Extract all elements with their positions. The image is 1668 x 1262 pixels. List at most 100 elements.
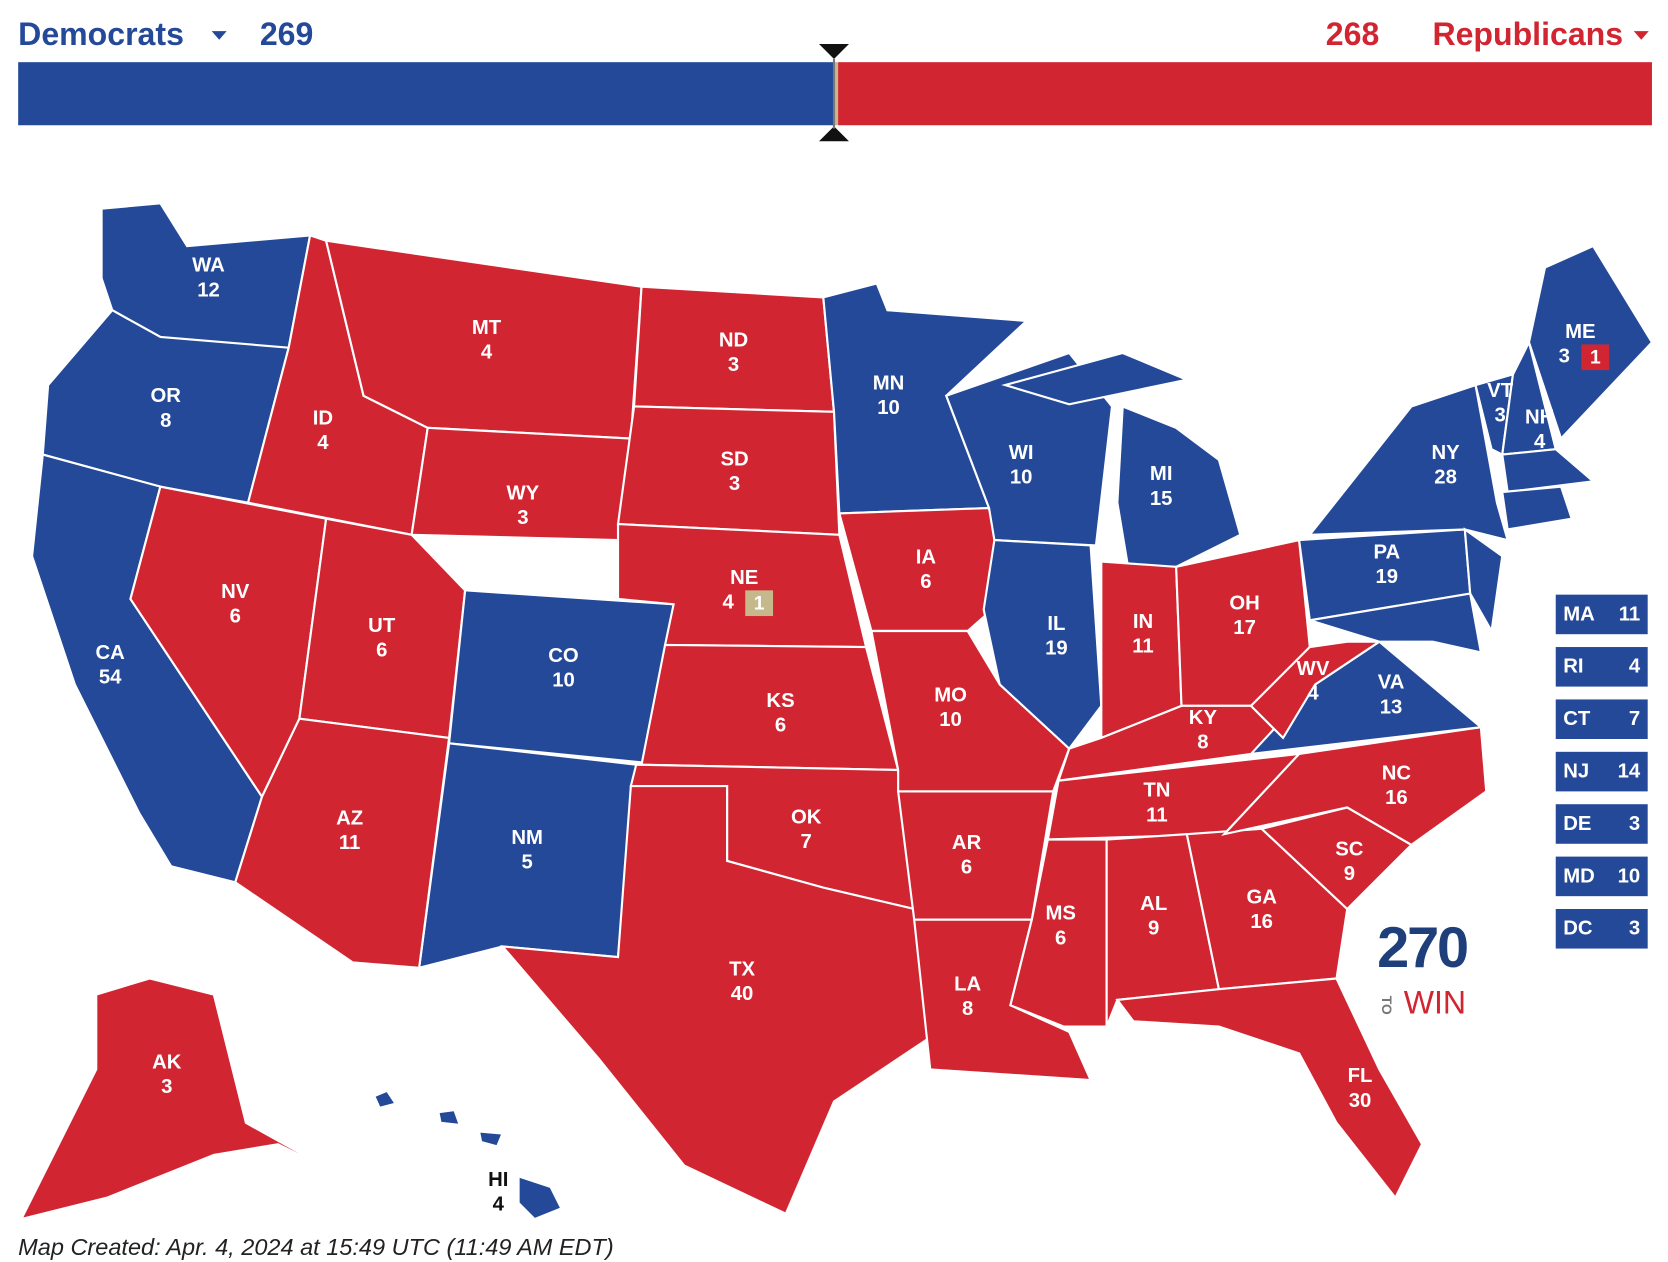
state-abbr: TX	[729, 958, 755, 980]
state-shape	[437, 1108, 462, 1127]
dem-total: 269	[260, 16, 314, 52]
small-state-box	[1555, 594, 1648, 635]
state-abbr: IA	[916, 547, 937, 569]
state-shape	[1527, 244, 1654, 441]
state-votes: 6	[775, 715, 786, 737]
state-abbr: CO	[548, 645, 578, 667]
state-votes: 10	[877, 397, 900, 419]
small-state-box	[1555, 804, 1648, 844]
state-votes: 28	[1434, 466, 1457, 488]
state-abbr: WA	[192, 255, 225, 277]
logo-win: WIN	[1404, 985, 1466, 1021]
vote-bar	[18, 43, 1652, 142]
state-abbr: AL	[1140, 893, 1167, 915]
state-votes: 3	[1559, 346, 1570, 368]
rep-dropdown[interactable]	[1633, 31, 1649, 40]
state-abbr: UT	[368, 615, 396, 637]
state-votes: 5	[521, 851, 532, 873]
state-votes: 4	[722, 592, 734, 614]
state-votes: 17	[1233, 617, 1256, 639]
state-votes: 4	[1307, 682, 1319, 704]
state-abbr: OR	[151, 385, 182, 407]
state-shape	[372, 1089, 398, 1110]
state-shape	[1501, 448, 1596, 494]
state-abbr: HI	[488, 1169, 508, 1191]
state-abbr: ME	[1565, 321, 1595, 343]
state-votes: 16	[1385, 787, 1408, 809]
state-abbr: MO	[934, 685, 967, 707]
state-abbr: AZ	[336, 808, 363, 830]
small-state-votes: 14	[1618, 760, 1641, 782]
small-state-votes: 11	[1619, 603, 1640, 625]
state-votes: 6	[1055, 927, 1066, 949]
state-votes: 6	[376, 640, 387, 662]
state-votes: 15	[1150, 488, 1173, 510]
state-votes: 7	[801, 831, 812, 853]
state-shape	[1463, 527, 1504, 635]
small-state-abbr: DE	[1563, 813, 1591, 835]
state-shape	[1115, 977, 1424, 1200]
state-abbr: FL	[1348, 1065, 1373, 1087]
district-votes: 1	[754, 593, 765, 614]
state-abbr: KY	[1189, 707, 1218, 729]
dem-bar	[18, 62, 836, 126]
state-shape	[1309, 592, 1483, 654]
states	[19, 202, 1654, 1221]
state-abbr: SC	[1335, 839, 1364, 861]
state-shape	[616, 405, 841, 536]
state-shape	[1221, 726, 1488, 847]
state-abbr: GA	[1246, 887, 1277, 909]
small-state-box	[1555, 699, 1648, 739]
state-abbr: TN	[1143, 780, 1170, 802]
state-votes: 3	[728, 354, 739, 376]
state-abbr: WY	[507, 482, 540, 504]
small-state-abbr: DC	[1563, 918, 1593, 940]
small-state-abbr: MA	[1563, 603, 1595, 625]
dem-label[interactable]: Democrats	[18, 16, 184, 52]
small-state-abbr: CT	[1563, 708, 1591, 730]
state-abbr: NH	[1525, 407, 1554, 429]
small-state-abbr: NJ	[1563, 760, 1589, 782]
district-box	[1581, 344, 1610, 371]
state-abbr: NC	[1382, 763, 1412, 785]
state-votes: 4	[481, 341, 493, 363]
small-state-votes: 3	[1629, 813, 1640, 835]
state-abbr: MT	[472, 317, 502, 339]
state-votes: 4	[1534, 431, 1546, 453]
state-abbr: AR	[952, 832, 982, 854]
state-abbr: NM	[511, 827, 543, 849]
rep-bar	[838, 62, 1652, 126]
state-votes: 9	[1148, 918, 1159, 940]
state-votes: 10	[939, 709, 962, 731]
small-state-votes: 10	[1618, 865, 1641, 887]
small-state-box	[1555, 856, 1648, 897]
state-abbr: PA	[1373, 541, 1400, 563]
state-shape	[517, 1174, 563, 1221]
state-votes: 12	[197, 279, 220, 301]
state-shape	[1501, 485, 1574, 531]
state-votes: 4	[493, 1194, 505, 1216]
small-state-votes: 7	[1629, 708, 1640, 730]
small-state-votes: 4	[1629, 656, 1641, 678]
state-abbr: VA	[1378, 672, 1405, 694]
district-box	[745, 590, 774, 617]
state-votes: 11	[339, 832, 360, 854]
small-state-votes: 3	[1629, 918, 1640, 940]
dem-dropdown[interactable]	[211, 31, 227, 40]
state-votes: 6	[230, 605, 241, 627]
state-votes: 10	[552, 670, 575, 692]
district-votes: 1	[1590, 347, 1601, 368]
small-state-box	[1555, 647, 1648, 687]
small-state-abbr: MD	[1563, 865, 1595, 887]
rep-total: 268	[1326, 16, 1380, 52]
state-abbr: VT	[1487, 380, 1514, 402]
small-state-box	[1555, 909, 1648, 949]
state-votes: 11	[1132, 635, 1153, 657]
state-votes: 6	[920, 571, 931, 593]
rep-label[interactable]: Republicans	[1432, 16, 1623, 52]
state-shape	[233, 717, 451, 969]
footer: Map Created: Apr. 4, 2024 at 15:49 UTC (…	[18, 1234, 614, 1260]
